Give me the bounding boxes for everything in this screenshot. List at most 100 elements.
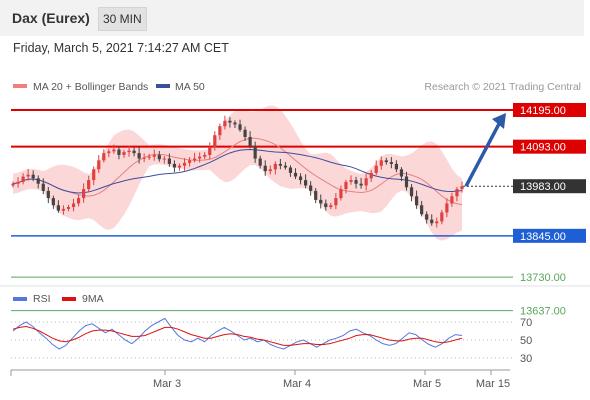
candle-body bbox=[11, 183, 15, 186]
candle-body bbox=[193, 158, 197, 161]
candle-body bbox=[127, 150, 131, 153]
forecast-arrow-shaft bbox=[464, 121, 502, 188]
candle-body bbox=[66, 207, 71, 209]
price-level-label-bg bbox=[513, 139, 586, 154]
candle-body bbox=[253, 145, 257, 159]
candle-body bbox=[172, 163, 177, 168]
price-level-label: 14093.00 bbox=[520, 142, 566, 154]
price-level-label: 14195.00 bbox=[520, 105, 566, 117]
x-axis-tick-label: Mar 15 bbox=[476, 378, 510, 390]
candle-body bbox=[76, 198, 81, 204]
candle-body bbox=[384, 160, 388, 163]
candle-body bbox=[258, 158, 262, 166]
datetime-label: Friday, March 5, 2021 7:14:27 AM CET bbox=[13, 41, 229, 55]
candle-body bbox=[425, 214, 429, 220]
candle-body bbox=[319, 199, 323, 204]
candle-body bbox=[344, 181, 348, 190]
candle-body bbox=[314, 190, 318, 200]
candle-body bbox=[359, 183, 363, 186]
candle-body bbox=[414, 196, 419, 206]
candle-body bbox=[87, 180, 91, 190]
candle-body bbox=[349, 180, 353, 182]
candle-body bbox=[379, 160, 383, 166]
legend-label-rsi: RSI bbox=[33, 293, 51, 305]
candle-body bbox=[273, 163, 277, 170]
x-axis: Mar 3 Mar 4 Mar 5 Mar 15 bbox=[153, 370, 510, 390]
candle-body bbox=[409, 187, 414, 197]
candle-body bbox=[354, 180, 358, 184]
candle-body bbox=[420, 205, 424, 215]
rsi-9ma-line bbox=[12, 325, 463, 346]
bollinger-bands bbox=[13, 105, 462, 241]
candle-body bbox=[198, 156, 202, 159]
timeframe-badge[interactable]: 30 MIN bbox=[98, 7, 147, 31]
legend-label-ma50: MA 50 bbox=[175, 81, 205, 93]
candle-body bbox=[430, 219, 434, 224]
candle-body bbox=[298, 176, 303, 181]
candle-body bbox=[440, 212, 444, 222]
forecast-arrow-head bbox=[492, 113, 506, 129]
candle-body bbox=[445, 203, 449, 213]
x-axis-tick-label: Mar 5 bbox=[413, 378, 441, 390]
rsi-legend: RSI 9MA bbox=[13, 293, 104, 305]
price-level-label-bg bbox=[513, 228, 586, 243]
candle-body bbox=[56, 205, 61, 211]
legend-label-ma20: MA 20 + Bollinger Bands bbox=[33, 81, 148, 93]
candle-body bbox=[157, 154, 161, 160]
candle-body bbox=[122, 152, 126, 155]
candle-body bbox=[228, 120, 232, 123]
price-level-label: 13845.00 bbox=[520, 231, 566, 243]
candlesticks bbox=[11, 115, 464, 228]
candle-body bbox=[137, 153, 141, 159]
candle-body bbox=[293, 172, 298, 177]
candle-body bbox=[339, 189, 343, 199]
candle-body bbox=[399, 169, 404, 177]
rsi-tick-label: 30 bbox=[520, 353, 532, 365]
panel-frame bbox=[0, 285, 590, 376]
legend-swatch-rsi bbox=[13, 297, 27, 301]
ma50-line bbox=[12, 149, 463, 194]
candle-body bbox=[369, 172, 373, 179]
candle-body bbox=[61, 208, 66, 211]
price-legend: MA 20 + Bollinger Bands MA 50 bbox=[13, 81, 205, 93]
candle-body bbox=[26, 174, 30, 177]
price-level-labels: 14195.00 14093.00 13983.00 13845.00 13730.00… bbox=[513, 103, 586, 318]
candle-body bbox=[21, 176, 25, 182]
price-level-label: 13637.00 bbox=[520, 306, 566, 318]
candle-body bbox=[455, 189, 459, 197]
candle-body bbox=[208, 147, 212, 155]
candle-body bbox=[102, 153, 106, 161]
candle-body bbox=[329, 205, 333, 208]
candle-body bbox=[389, 162, 393, 164]
price-level-label-bg bbox=[513, 179, 586, 194]
forecast-arrow bbox=[464, 113, 506, 188]
candle-body bbox=[112, 149, 116, 152]
candle-body bbox=[16, 181, 20, 184]
rsi-tick-label: 50 bbox=[520, 335, 532, 347]
candle-body bbox=[71, 203, 76, 208]
candle-body bbox=[233, 122, 237, 125]
candle-body bbox=[213, 135, 217, 148]
candle-body bbox=[147, 156, 151, 158]
candle-body bbox=[132, 150, 136, 154]
candle-body bbox=[263, 165, 267, 172]
candle-body bbox=[268, 169, 272, 172]
candle-body bbox=[117, 149, 121, 155]
candle-body bbox=[243, 129, 247, 137]
bollinger-band-area bbox=[13, 105, 462, 241]
candle-body bbox=[107, 151, 111, 154]
candle-body bbox=[203, 154, 207, 157]
credit-label: Research © 2021 Trading Central bbox=[424, 81, 581, 93]
price-level-label: 13983.00 bbox=[520, 181, 566, 193]
candle-body bbox=[36, 178, 40, 184]
candle-body bbox=[304, 180, 308, 186]
legend-swatch-9ma bbox=[62, 297, 76, 301]
candle-body bbox=[450, 196, 454, 204]
candle-body bbox=[364, 178, 368, 186]
candle-body bbox=[177, 165, 182, 168]
candle-body bbox=[187, 160, 192, 163]
legend-swatch-ma50 bbox=[156, 84, 170, 88]
candle-body bbox=[283, 165, 288, 168]
price-levels bbox=[11, 109, 513, 312]
